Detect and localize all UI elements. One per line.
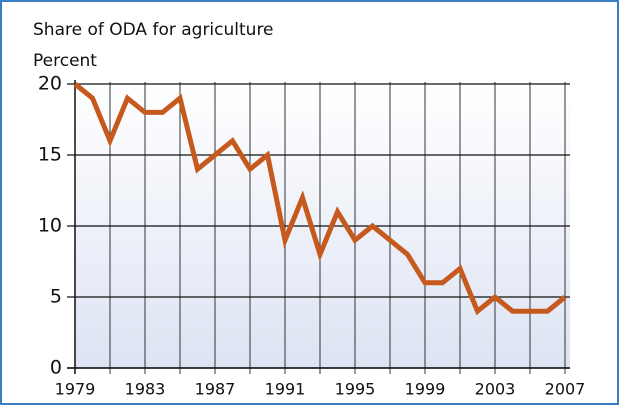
chart-title: Share of ODA for agriculture xyxy=(33,20,274,40)
x-tick-label: 1987 xyxy=(195,380,236,399)
y-tick-label: 10 xyxy=(38,215,62,237)
y-axis-label: Percent xyxy=(33,51,97,71)
x-tick-label: 1979 xyxy=(55,380,96,399)
x-tick-label: 1999 xyxy=(405,380,446,399)
y-tick-label: 5 xyxy=(50,286,62,308)
y-tick-label: 15 xyxy=(38,144,62,166)
x-tick-label: 1983 xyxy=(125,380,166,399)
x-tick-label: 1995 xyxy=(335,380,376,399)
x-tick-label: 2003 xyxy=(475,380,516,399)
y-tick-label: 20 xyxy=(38,73,62,95)
x-tick-label: 2007 xyxy=(545,380,586,399)
data-line xyxy=(73,82,567,316)
y-tick-label: 0 xyxy=(50,357,62,379)
x-tick-label: 1991 xyxy=(265,380,306,399)
